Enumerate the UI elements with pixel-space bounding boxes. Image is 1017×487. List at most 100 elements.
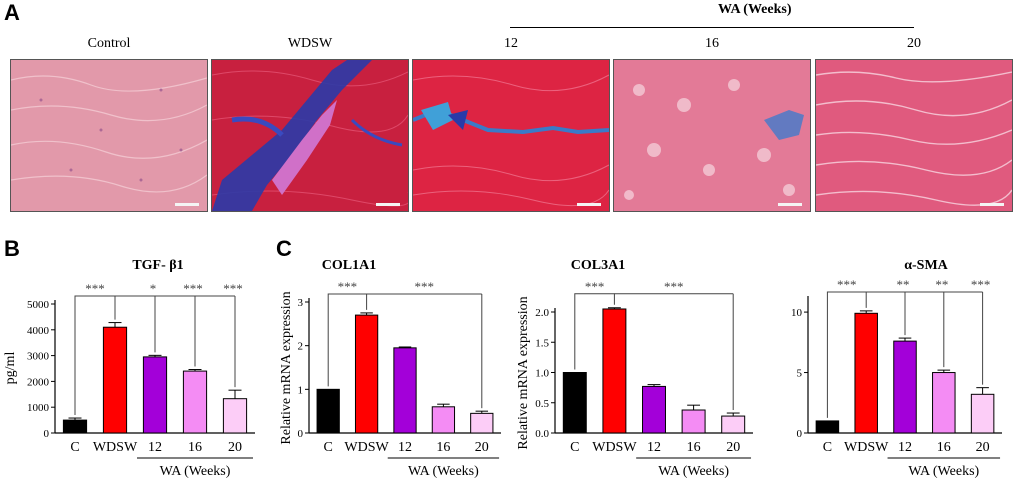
significance-bracket bbox=[74, 295, 116, 416]
bar-16 bbox=[932, 372, 956, 434]
y-tick-label: 0 bbox=[797, 428, 803, 440]
significance-label: *** bbox=[837, 277, 857, 292]
x-tick-label: 12 bbox=[148, 440, 162, 455]
bar-c bbox=[815, 420, 840, 434]
bar-20 bbox=[721, 415, 746, 434]
y-tick-label: 2 bbox=[298, 341, 304, 353]
histology-image-12 bbox=[412, 59, 610, 212]
image-label-16: 16 bbox=[705, 36, 719, 51]
chart-title: TGF- β1 bbox=[132, 258, 183, 273]
bar-16 bbox=[431, 406, 456, 434]
y-tick-label: 1000 bbox=[27, 402, 50, 414]
significance-label: *** bbox=[85, 281, 105, 296]
scale-bar bbox=[577, 203, 601, 206]
x-group-label: WA (Weeks) bbox=[908, 464, 979, 479]
bar-c bbox=[62, 419, 88, 434]
y-tick-label: 5 bbox=[797, 368, 803, 380]
y-axis-label: pg/ml bbox=[3, 352, 18, 385]
bar-12 bbox=[393, 347, 417, 434]
significance-label: * bbox=[150, 281, 157, 296]
bar-c bbox=[316, 388, 340, 434]
y-axis-label: Relative mRNA expression bbox=[516, 296, 531, 449]
x-tick-label: 16 bbox=[937, 440, 951, 455]
y-tick-label: 2000 bbox=[27, 376, 50, 388]
image-label-wdsw: WDSW bbox=[287, 36, 333, 51]
significance-label: *** bbox=[338, 279, 358, 294]
x-tick-label: C bbox=[570, 440, 579, 455]
histology-image-control bbox=[10, 59, 208, 212]
y-tick-label: 2.0 bbox=[535, 307, 549, 319]
image-label-20: 20 bbox=[907, 36, 921, 51]
significance-label: ** bbox=[935, 277, 948, 292]
x-tick-label: WDSW bbox=[344, 440, 389, 455]
bar-16 bbox=[182, 370, 208, 434]
chart-title: COL3A1 bbox=[571, 258, 625, 273]
scale-bar bbox=[175, 203, 199, 206]
significance-label: *** bbox=[585, 279, 605, 294]
x-tick-label: 12 bbox=[398, 440, 412, 455]
x-group-label: WA (Weeks) bbox=[160, 464, 231, 479]
significance-bracket bbox=[574, 293, 615, 370]
x-tick-label: 12 bbox=[647, 440, 661, 455]
x-tick-label: 20 bbox=[976, 440, 990, 455]
bar-wdsw bbox=[102, 326, 128, 434]
significance-label: *** bbox=[223, 281, 243, 296]
x-tick-label: 16 bbox=[687, 440, 701, 455]
chart-tgf-b1: TGF- β1 pg/ml 0 1000 2000 3000 4000 5000 C WDSW 12… bbox=[3, 258, 255, 479]
significance-label: *** bbox=[971, 277, 991, 292]
panel-b-letter: B bbox=[4, 236, 20, 261]
y-tick-label: 5000 bbox=[27, 299, 50, 311]
wa-weeks-header: WA (Weeks) bbox=[718, 2, 792, 17]
y-tick-label: 1.0 bbox=[535, 368, 549, 380]
y-axis-label: Relative mRNA expression bbox=[279, 291, 294, 444]
x-group-label: WA (Weeks) bbox=[658, 464, 729, 479]
y-tick-label: 4000 bbox=[27, 325, 50, 337]
bar-c bbox=[562, 372, 587, 434]
y-tick-label: 0 bbox=[298, 428, 304, 440]
chart-title: α-SMA bbox=[904, 258, 948, 273]
significance-bracket bbox=[327, 293, 368, 387]
x-tick-label: 16 bbox=[188, 440, 202, 455]
y-tick-label: 0.0 bbox=[535, 428, 549, 440]
significance-label: ** bbox=[897, 277, 910, 292]
x-tick-label: WDSW bbox=[592, 440, 637, 455]
image-label-control: Control bbox=[87, 36, 131, 51]
x-tick-label: WDSW bbox=[844, 440, 889, 455]
bar-20 bbox=[222, 398, 248, 434]
x-group-label: WA (Weeks) bbox=[408, 464, 479, 479]
significance-label: *** bbox=[664, 279, 684, 294]
x-tick-label: WDSW bbox=[93, 440, 138, 455]
image-label-12: 12 bbox=[504, 36, 518, 51]
x-tick-label: 12 bbox=[898, 440, 912, 455]
bar-12 bbox=[893, 340, 917, 434]
histology-image-wdsw bbox=[211, 59, 409, 212]
x-tick-label: 20 bbox=[726, 440, 740, 455]
x-tick-label: 20 bbox=[228, 440, 242, 455]
significance-bracket bbox=[826, 291, 867, 418]
histology-image-20 bbox=[815, 59, 1013, 212]
bar-wdsw bbox=[354, 314, 379, 434]
y-tick-label: 1.5 bbox=[535, 337, 549, 349]
bar-20 bbox=[470, 412, 494, 434]
y-tick-label: 1 bbox=[298, 384, 304, 396]
y-tick-label: 0 bbox=[44, 428, 50, 440]
chart-title: COL1A1 bbox=[322, 258, 376, 273]
bar-wdsw bbox=[854, 312, 878, 434]
x-tick-label: 20 bbox=[475, 440, 489, 455]
bar-16 bbox=[681, 409, 706, 434]
y-tick-label: 0.5 bbox=[535, 398, 549, 410]
bar-wdsw bbox=[602, 308, 627, 434]
significance-label: *** bbox=[183, 281, 203, 296]
bar-12 bbox=[142, 356, 168, 434]
wa-header-line bbox=[510, 27, 914, 28]
panel-a-letter: A bbox=[4, 0, 20, 25]
x-tick-label: C bbox=[70, 440, 79, 455]
x-tick-label: C bbox=[324, 440, 333, 455]
y-tick-label: 3 bbox=[298, 297, 304, 309]
histology-image-16 bbox=[613, 59, 811, 212]
chart-col3a1: COL3A1 Relative mRNA expression 0.0 0.5 1.0 1… bbox=[516, 258, 753, 479]
scale-bar bbox=[376, 203, 400, 206]
x-tick-label: 16 bbox=[436, 440, 450, 455]
